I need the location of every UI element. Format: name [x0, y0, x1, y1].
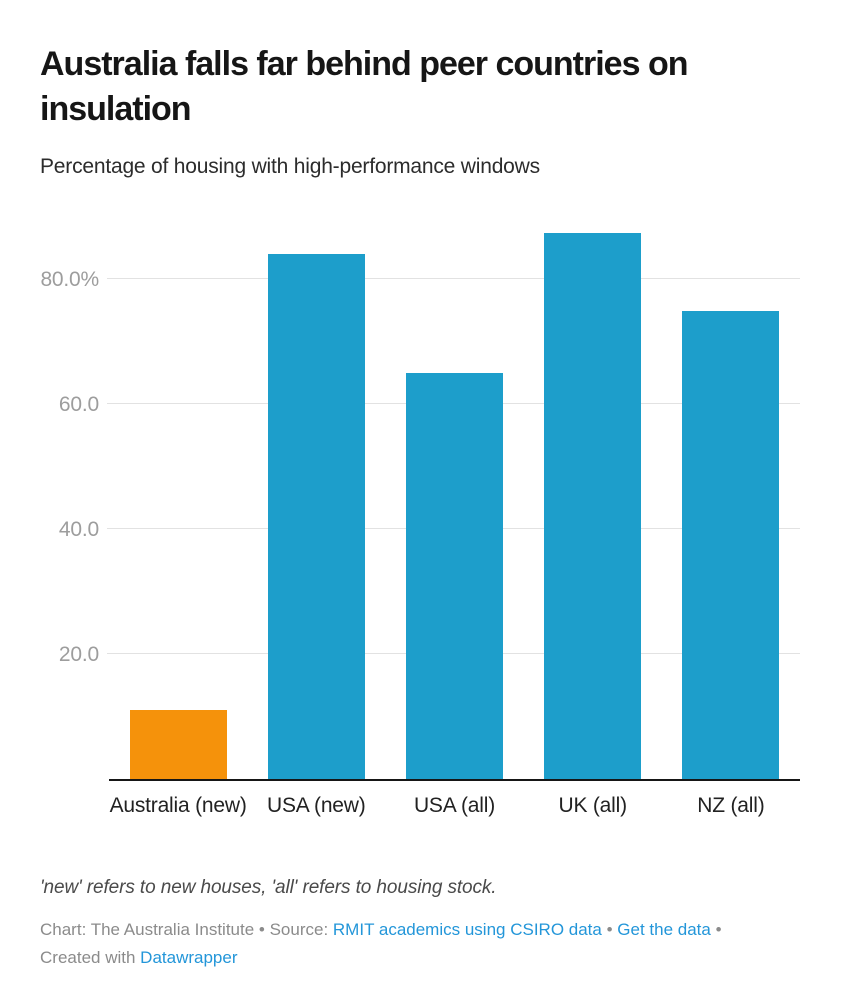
y-axis-tick-label-20: 20.0	[58, 642, 99, 666]
gridline-80	[107, 278, 800, 280]
created-with-text: • Created with	[40, 920, 722, 967]
x-axis-tick-label-usa-new: USA (new)	[266, 794, 366, 817]
chart-title: Australia falls far behind peer countrie…	[40, 45, 689, 128]
x-axis-tick-label-uk-all: UK (all)	[558, 794, 627, 817]
chart-header: Australia falls far behind peer countrie…	[40, 42, 805, 180]
x-axis-tick-label-usa-all: USA (all)	[413, 794, 496, 817]
y-axis-tick-label-80: 80.0%	[40, 267, 99, 291]
bar-australia-new[interactable]	[129, 710, 227, 779]
y-axis-tick-label-40: 40.0	[58, 517, 99, 541]
x-axis-tick-label-nz-all: NZ (all)	[697, 794, 765, 817]
x-axis-tick-label-australia-new: Australia (new)	[109, 794, 247, 817]
bar-usa-new[interactable]	[267, 254, 365, 779]
bar-nz-all[interactable]	[682, 310, 780, 779]
chart-credit-text: Chart: The Australia Institute • Source:	[40, 920, 333, 939]
chart-subtitle: Percentage of housing with high-performa…	[40, 155, 540, 178]
bar-chart-plot-area: 20.0 40.0 60.0 80.0% Australia (new) USA (new…	[40, 225, 800, 817]
footnote: 'new' refers to new houses, 'all' refers…	[40, 877, 497, 898]
bar-usa-all[interactable]	[406, 373, 503, 779]
y-axis-tick-label-60: 60.0	[58, 392, 99, 416]
chart-footer: 'new' refers to new houses, 'all' refers…	[40, 876, 785, 972]
get-the-data-link[interactable]: Get the data	[617, 920, 711, 939]
source-link[interactable]: RMIT academics using CSIRO data	[332, 920, 602, 939]
bar-uk-all[interactable]	[544, 232, 642, 779]
datawrapper-link[interactable]: Datawrapper	[140, 948, 238, 967]
attribution-separator: •	[601, 920, 618, 939]
attribution-line: Chart: The Australia Institute • Source:…	[40, 916, 785, 972]
